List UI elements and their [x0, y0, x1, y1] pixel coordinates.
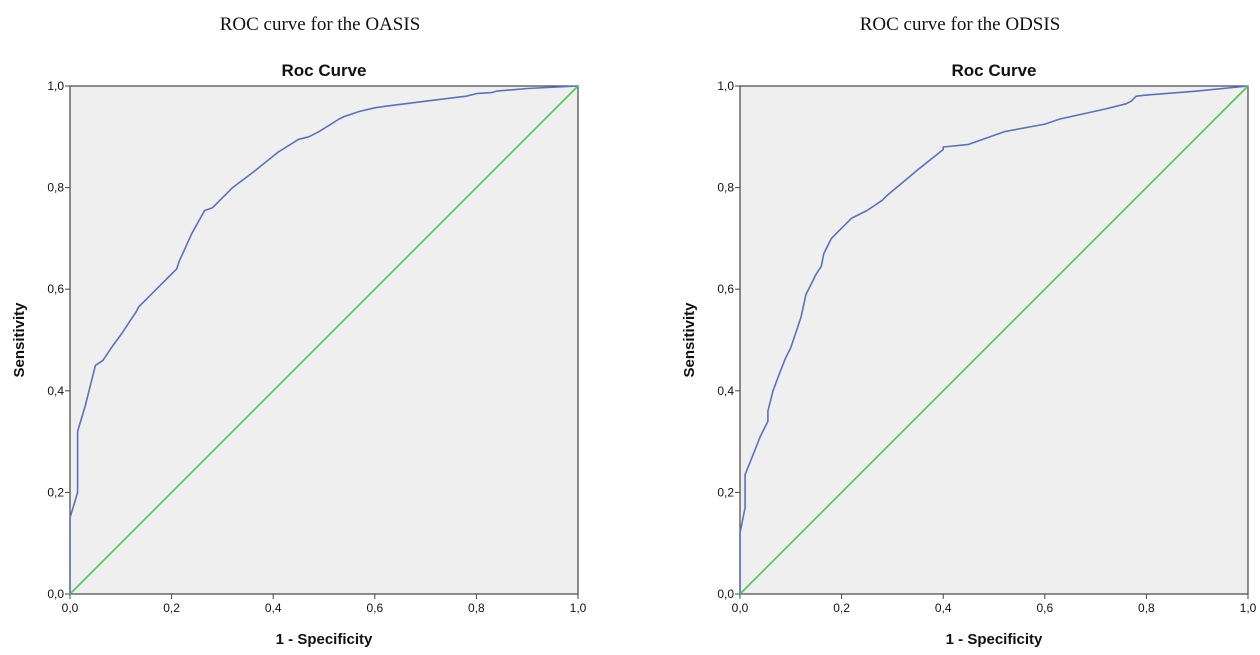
- roc-chart-odsis: Roc Curve 0,0 0,2 0,4 0,6 0,8 1,0 0,0 0,2 0,4 0,6 0…: [681, 61, 1257, 648]
- x-tick-label: 1,0: [570, 601, 587, 615]
- x-tick-label: 0,2: [833, 601, 850, 615]
- x-tick-label: 0,8: [468, 601, 485, 615]
- roc-curve-line: [69, 85, 579, 594]
- x-tick-label: 1,0: [1240, 601, 1257, 615]
- y-tick-label: 0,8: [47, 181, 64, 195]
- roc-chart-oasis: Roc Curve 0,0 0,2 0,4 0,6 0,8 1,0 0,0 0,2 0,4 0,6 0…: [11, 61, 587, 648]
- y-tick-label: 0,4: [47, 384, 64, 398]
- y-tick-label: 1,0: [47, 79, 64, 93]
- x-tick-label: 0,6: [366, 601, 383, 615]
- x-tick-label: 0,8: [1138, 601, 1155, 615]
- y-axis-label: Sensitivity: [681, 302, 698, 378]
- x-tick-label: 0,0: [62, 601, 79, 615]
- x-tick-label: 0,4: [265, 601, 282, 615]
- x-tick-label: 0,0: [732, 601, 749, 615]
- y-tick-label: 0,6: [717, 282, 734, 296]
- chart-title: Roc Curve: [951, 61, 1036, 80]
- x-tick-label: 0,4: [935, 601, 952, 615]
- y-tick-label: 0,2: [717, 485, 734, 499]
- x-tick-label: 0,2: [163, 601, 180, 615]
- x-tick-label: 0,6: [1036, 601, 1053, 615]
- y-tick-label: 0,6: [47, 282, 64, 296]
- reference-line: [69, 85, 579, 595]
- x-axis-label: 1 - Specificity: [276, 631, 373, 648]
- x-axis-label: 1 - Specificity: [946, 631, 1043, 648]
- caption-oasis: ROC curve for the OASIS: [219, 14, 421, 35]
- y-tick-label: 0,8: [717, 181, 734, 195]
- y-axis-label: Sensitivity: [11, 302, 28, 378]
- roc-curve-line: [739, 85, 1249, 594]
- y-tick-label: 0,0: [47, 587, 64, 601]
- reference-line: [739, 85, 1249, 595]
- chart-title: Roc Curve: [281, 61, 366, 80]
- y-tick-label: 0,0: [717, 587, 734, 601]
- y-tick-label: 0,2: [47, 485, 64, 499]
- y-tick-label: 1,0: [717, 79, 734, 93]
- y-tick-label: 0,4: [717, 384, 734, 398]
- caption-odsis: ROC curve for the ODSIS: [859, 14, 1061, 35]
